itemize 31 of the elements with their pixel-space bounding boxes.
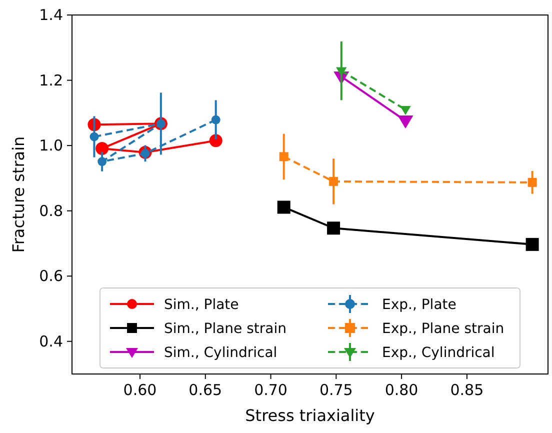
legend-label: Sim., Plane strain: [164, 321, 286, 337]
y-tick-label: 0.4: [39, 332, 63, 350]
x-tick-label: 0.75: [319, 381, 353, 399]
point: [98, 157, 107, 166]
x-tick-label: 0.60: [123, 381, 157, 399]
point: [96, 142, 109, 155]
y-axis-title: Fracture strain: [9, 136, 28, 253]
legend-label: Sim., Plate: [164, 297, 239, 313]
point: [279, 152, 288, 162]
legend-label: Exp., Plate: [382, 297, 456, 313]
point: [277, 200, 290, 214]
point: [526, 238, 539, 251]
point: [90, 132, 99, 142]
legend-label: Exp., Cylindrical: [382, 345, 495, 361]
y-tick-label: 0.6: [39, 267, 63, 286]
y-tick-label: 1.2: [39, 71, 63, 90]
x-tick-label: 0.80: [384, 381, 418, 399]
point: [209, 134, 222, 148]
x-tick-label: 0.85: [450, 381, 484, 399]
point: [528, 178, 537, 187]
legend-label: Sim., Cylindrical: [164, 345, 278, 361]
legend-label: Exp., Plane strain: [382, 321, 504, 337]
point: [329, 176, 338, 186]
x-tick-label: 0.70: [254, 381, 288, 399]
point: [327, 222, 340, 235]
y-tick-label: 1.4: [39, 6, 63, 24]
y-tick-label: 0.8: [39, 202, 63, 220]
y-tick-label: 1.0: [39, 136, 63, 155]
x-tick-label: 0.65: [188, 381, 222, 399]
point: [211, 115, 220, 124]
x-axis-title: Stress triaxiality: [245, 406, 375, 425]
